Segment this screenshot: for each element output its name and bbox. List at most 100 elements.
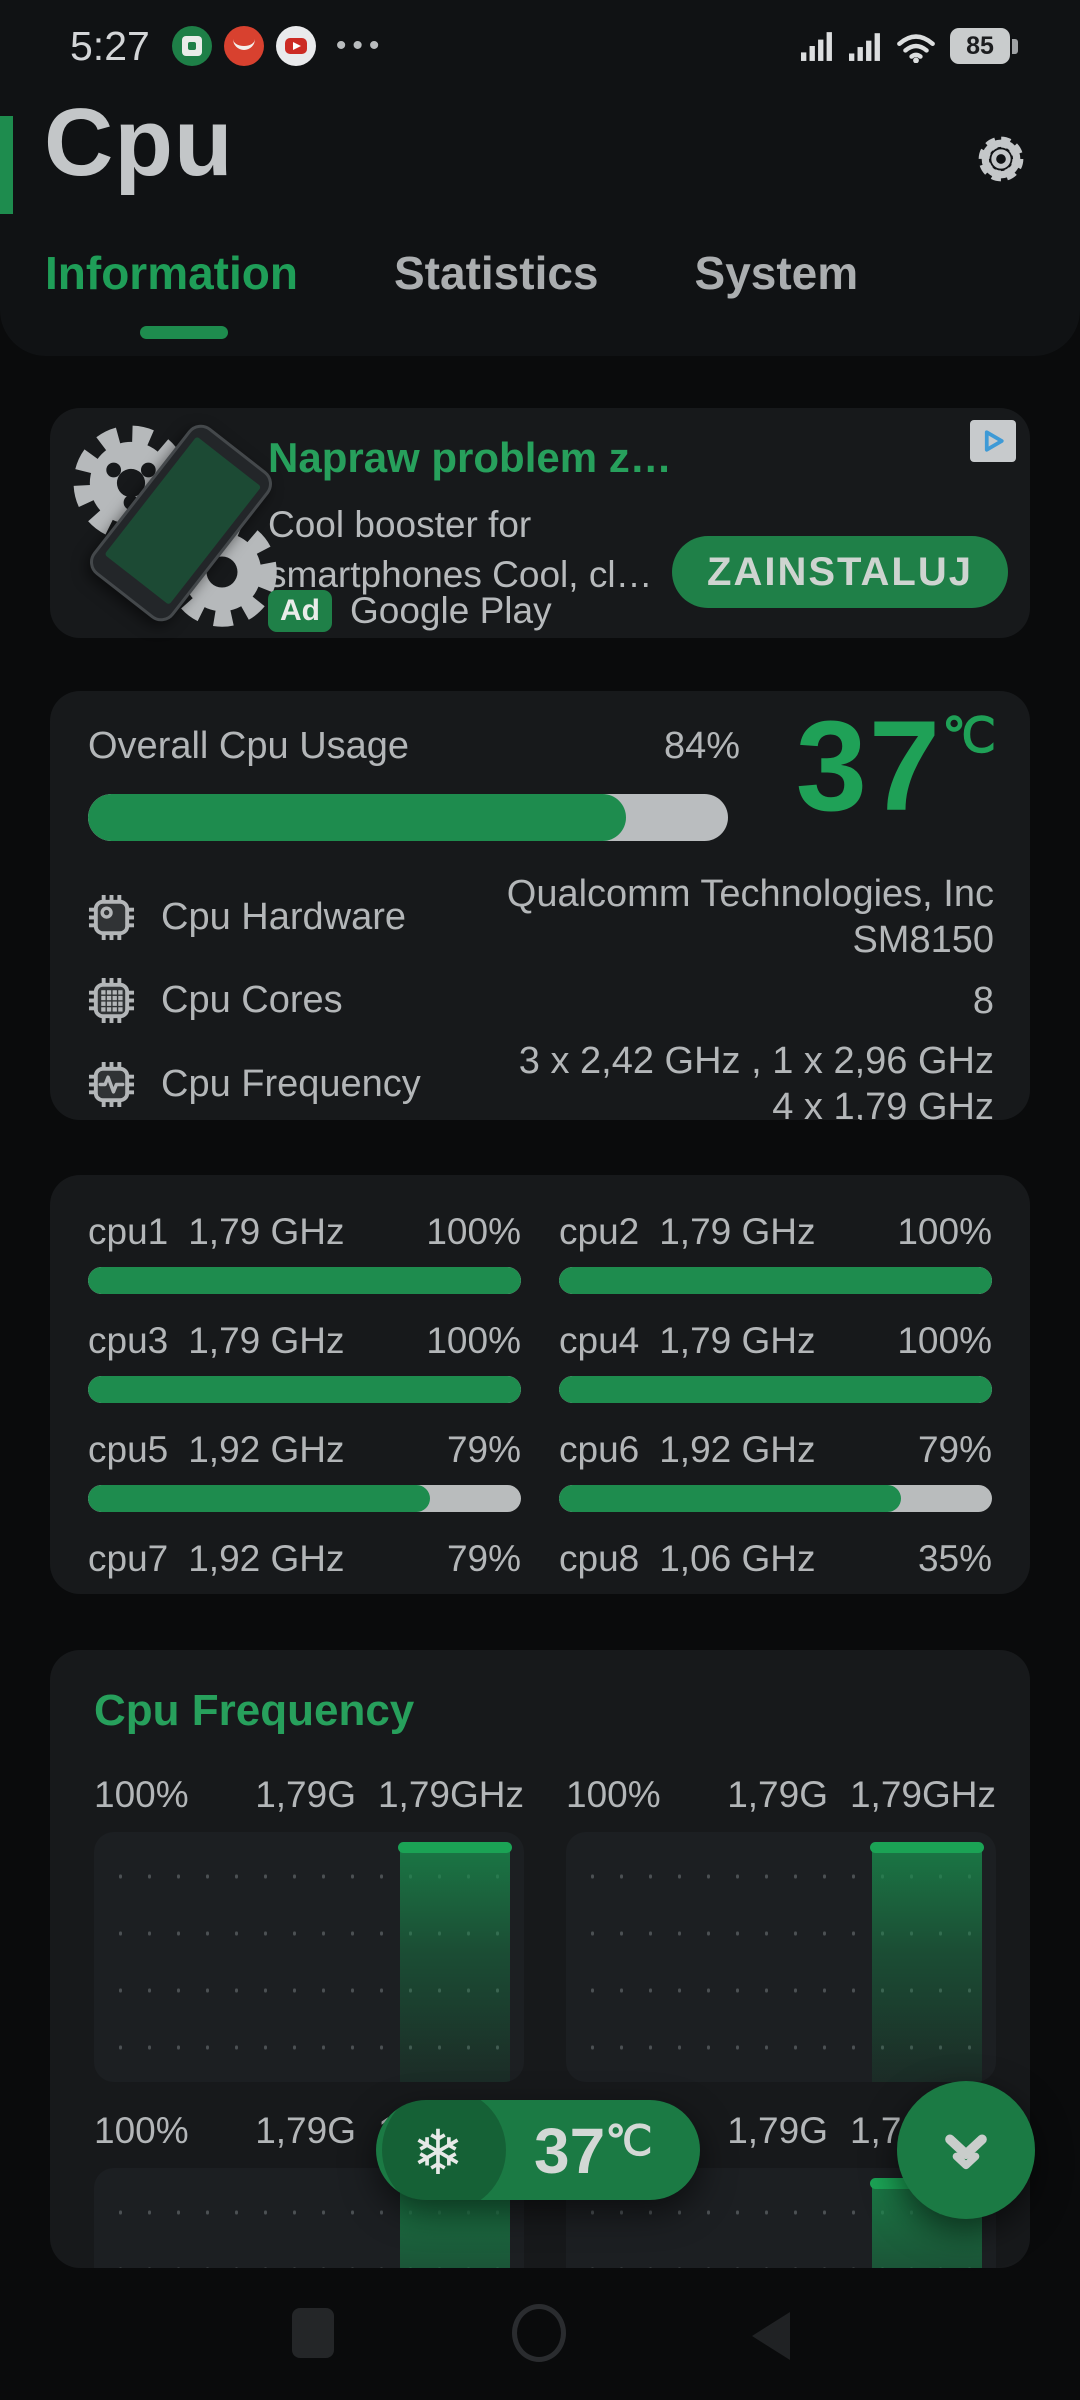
overall-usage-label: Overall Cpu Usage: [88, 725, 410, 767]
double-chevron-down-icon: [945, 2134, 987, 2170]
graph-current-freq: 1,79G: [255, 2110, 356, 2151]
tab-system[interactable]: System: [694, 247, 859, 299]
core-frequency: 1,92 GHz: [188, 1538, 345, 1579]
aliexpress-notification-icon: [223, 26, 264, 66]
battery-icon: 85: [950, 28, 1018, 64]
core-item-cpu5: cpu5 1,92 GHz 79%: [88, 1429, 521, 1512]
chip-grid-icon: [88, 977, 135, 1024]
frequency-graph-plot: [94, 1832, 524, 2082]
core-frequency: 1,06 GHz: [659, 1538, 816, 1579]
ad-badge: Ad: [268, 590, 332, 632]
core-frequency: 1,79 GHz: [659, 1320, 816, 1361]
header: 5:27 •••: [0, 0, 1080, 356]
clock: 5:27: [70, 22, 150, 69]
core-frequency: 1,79 GHz: [659, 1211, 816, 1252]
core-name: cpu7: [88, 1538, 169, 1579]
core-usage-bar: [559, 1267, 992, 1294]
core-usage-bar: [559, 1485, 992, 1512]
core-name: cpu2: [559, 1211, 640, 1252]
core-item-cpu3: cpu3 1,79 GHz 100%: [88, 1320, 521, 1403]
core-frequency: 1,92 GHz: [188, 1429, 345, 1470]
overall-usage-bar: [88, 794, 728, 841]
core-item-cpu4: cpu4 1,79 GHz 100%: [559, 1320, 992, 1403]
cpu-cores-card: cpu1 1,79 GHz 100% cpu2 1,79 GHz 100% cpu3 1,…: [50, 1175, 1030, 1594]
core-usage-bar: [88, 1267, 521, 1294]
core-item-cpu6: cpu6 1,92 GHz 79%: [559, 1429, 992, 1512]
cpu-hardware-value-line1: Qualcomm Technologies, Inc: [506, 873, 994, 915]
core-usage-percent: 100%: [426, 1320, 521, 1361]
adchoices-icon[interactable]: [970, 420, 1016, 462]
core-usage-percent: 100%: [897, 1211, 992, 1252]
graph-max-freq: 1,79GHz: [849, 1774, 996, 1815]
signal-icon: [801, 32, 832, 61]
cpu-hardware-label: Cpu Hardware: [161, 895, 406, 938]
core-item-cpu8: cpu8 1,06 GHz 35%: [559, 1538, 992, 1594]
cpu-frequency-value-line1: 3 x 2,42 GHz , 1 x 2,96 GHz: [518, 1040, 994, 1082]
cpu-cores-row: Cpu Cores 8: [88, 977, 994, 1024]
core-usage-bar: [88, 1376, 521, 1403]
ad-source: Google Play: [350, 590, 552, 631]
cooler-temperature-pill[interactable]: ❄ 37℃: [376, 2100, 700, 2200]
youtube-notification-icon: [275, 26, 316, 66]
core-name: cpu6: [559, 1429, 640, 1470]
graph-percent-label: 100%: [94, 2110, 189, 2151]
scroll-down-fab[interactable]: [897, 2081, 1035, 2219]
graph-current-freq: 1,79G: [727, 1774, 828, 1815]
ad-title[interactable]: Napraw problem z…: [268, 434, 672, 481]
core-name: cpu8: [559, 1538, 640, 1579]
tab-bar: Information Statistics System: [45, 246, 858, 300]
frequency-graph-2: 100% 1,79G 1,79GHz: [566, 1774, 996, 2082]
core-usage-percent: 79%: [917, 1429, 992, 1470]
status-bar: 5:27 •••: [0, 18, 1080, 74]
cpu-frequency-value-line2: 4 x 1,79 GHz: [772, 1086, 994, 1120]
cpu-app-notification-icon: [171, 26, 212, 66]
graph-percent-label: 100%: [566, 1774, 661, 1815]
core-frequency: 1,92 GHz: [659, 1429, 816, 1470]
tab-information[interactable]: Information: [45, 247, 298, 299]
chip-circle-icon: [88, 894, 135, 940]
tab-statistics[interactable]: Statistics: [393, 247, 599, 299]
core-usage-percent: 79%: [446, 1538, 521, 1579]
ad-card: Napraw problem z… Cool booster for smart…: [50, 408, 1030, 638]
core-name: cpu5: [88, 1429, 169, 1470]
title-accent-bar: [0, 116, 13, 214]
core-item-cpu7: cpu7 1,92 GHz 79%: [88, 1538, 521, 1594]
chip-pulse-icon: [88, 1061, 135, 1107]
nav-recents-button[interactable]: [292, 2308, 334, 2358]
graph-max-freq: 1,79GHz: [377, 1774, 524, 1815]
core-usage-bar: [559, 1376, 992, 1403]
page-title: Cpu: [44, 89, 234, 196]
overall-usage-percent: 84%: [663, 725, 740, 767]
install-button[interactable]: ZAINSTALUJ: [672, 536, 1008, 608]
pill-temperature: 37℃: [534, 2115, 653, 2187]
nav-back-button[interactable]: [752, 2312, 790, 2360]
ad-image: [72, 418, 292, 628]
graph-current-freq: 1,79G: [255, 1774, 356, 1815]
core-name: cpu1: [88, 1211, 169, 1252]
battery-percent: 85: [966, 31, 994, 60]
graph-current-freq: 1,79G: [727, 2110, 828, 2151]
cpu-temperature: 37℃: [795, 695, 996, 838]
snowflake-icon: ❄: [412, 2119, 464, 2188]
cpu-cores-value: 8: [972, 979, 994, 1022]
core-usage-percent: 100%: [897, 1320, 992, 1361]
wifi-icon: [897, 34, 935, 63]
frequency-graph-plot: [566, 1832, 996, 2082]
cpu-hardware-value-line2: SM8150: [852, 919, 994, 961]
core-usage-percent: 35%: [917, 1538, 992, 1579]
ad-description-line2: smartphones Cool, cl…: [268, 554, 653, 595]
cpu-cores-label: Cpu Cores: [161, 979, 343, 1021]
core-usage-bar: [88, 1485, 521, 1512]
core-usage-percent: 79%: [446, 1429, 521, 1470]
frequency-card-title: Cpu Frequency: [94, 1686, 415, 1735]
core-frequency: 1,79 GHz: [188, 1320, 345, 1361]
frequency-graph-1: 100% 1,79G 1,79GHz: [94, 1774, 524, 2082]
core-frequency: 1,79 GHz: [188, 1211, 345, 1252]
cpu-hardware-row: Cpu Hardware Qualcomm Technologies, Inc …: [88, 871, 994, 963]
core-name: cpu3: [88, 1320, 169, 1361]
settings-gear-icon[interactable]: [972, 130, 1030, 188]
core-item-cpu2: cpu2 1,79 GHz 100%: [559, 1211, 992, 1294]
core-item-cpu1: cpu1 1,79 GHz 100%: [88, 1211, 521, 1294]
nav-home-button[interactable]: [512, 2304, 566, 2362]
